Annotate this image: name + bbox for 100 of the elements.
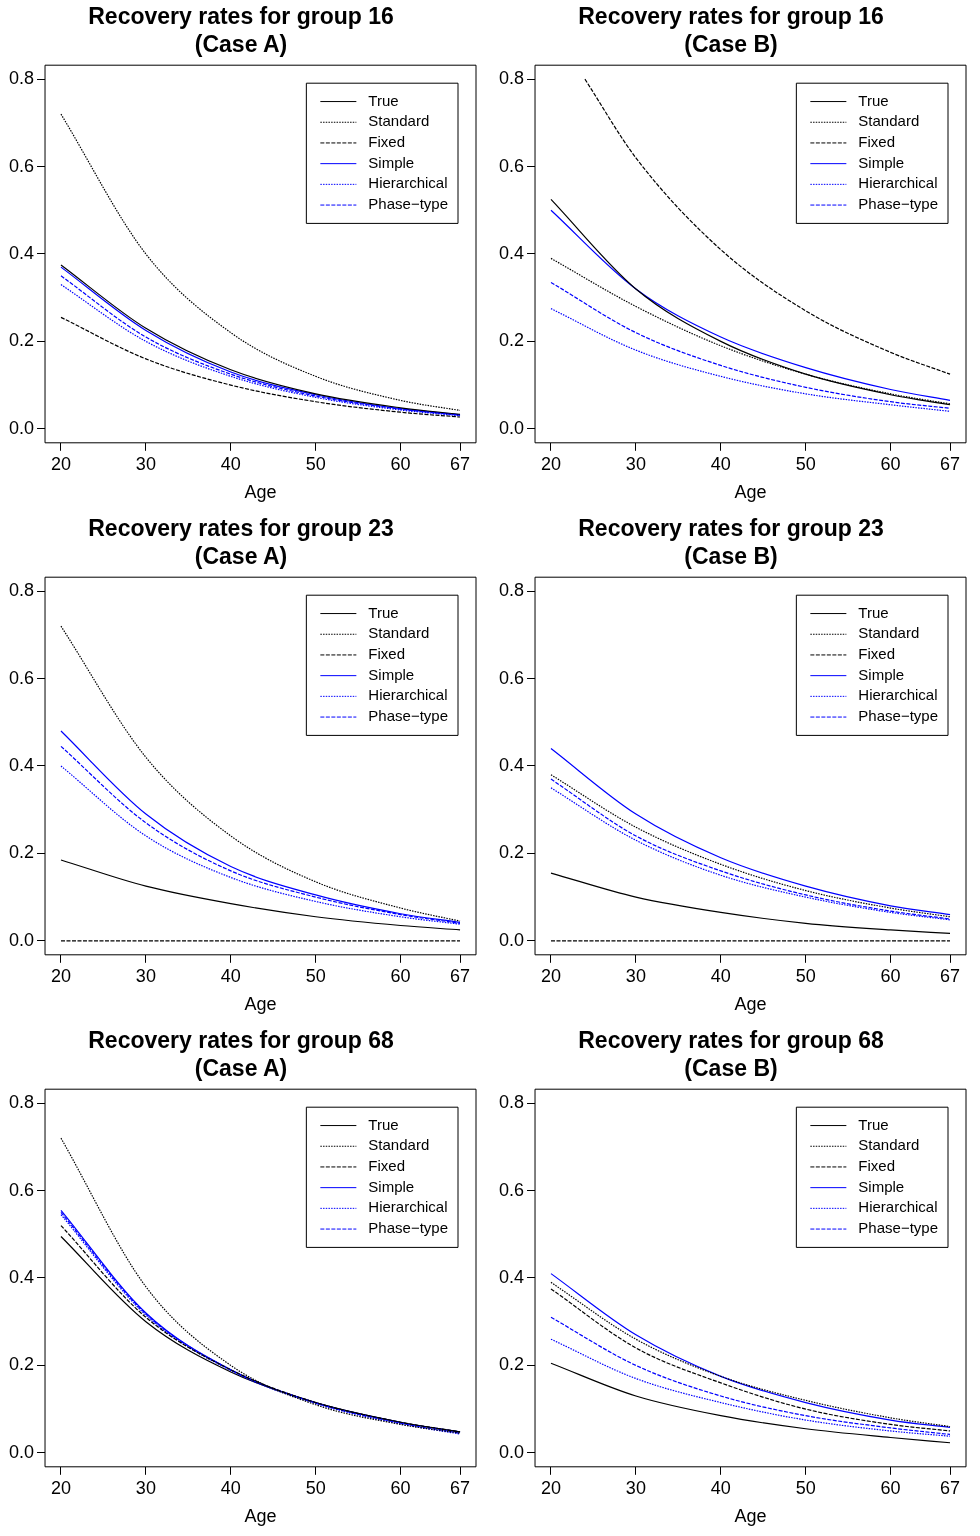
y-tick-label: 0.8 bbox=[8, 580, 35, 601]
y-tick-label: 0.4 bbox=[8, 754, 35, 775]
legend-label: Fixed bbox=[368, 645, 406, 663]
y-tick-label: 0.2 bbox=[498, 1354, 525, 1375]
y-tick-label: 0.4 bbox=[8, 1266, 35, 1287]
x-tick-label: 50 bbox=[305, 453, 326, 474]
legend-label: Simple bbox=[858, 153, 905, 171]
legend-label: Standard bbox=[858, 1136, 920, 1154]
legend-label: Hierarchical bbox=[858, 1198, 938, 1216]
legend-label: Simple bbox=[858, 665, 905, 683]
y-tick-label: 0.8 bbox=[498, 580, 525, 601]
chart-title: Recovery rates for group 16 (Case B) bbox=[578, 3, 884, 57]
legend-label: Fixed bbox=[368, 1157, 406, 1175]
chart-title: Recovery rates for group 68 (Case B) bbox=[578, 1027, 884, 1081]
legend-label: Hierarchical bbox=[368, 1198, 448, 1216]
legend-label: Simple bbox=[368, 153, 415, 171]
x-tick-label: 20 bbox=[50, 453, 71, 474]
y-tick-label: 0.2 bbox=[8, 330, 35, 351]
x-tick-label: 30 bbox=[135, 1477, 156, 1498]
x-tick-label: 50 bbox=[305, 965, 326, 986]
legend-label: Simple bbox=[858, 1177, 905, 1195]
legend-label: True bbox=[858, 91, 889, 109]
x-tick-label: 67 bbox=[450, 965, 471, 986]
x-tick-label: 20 bbox=[540, 965, 561, 986]
legend-label: Standard bbox=[858, 112, 920, 130]
x-tick-label: 20 bbox=[540, 453, 561, 474]
x-axis-title: Age bbox=[734, 482, 767, 503]
legend-label: Standard bbox=[368, 624, 430, 642]
x-axis-title: Age bbox=[734, 1506, 767, 1527]
x-tick-label: 67 bbox=[940, 453, 961, 474]
x-tick-label: 67 bbox=[940, 1477, 961, 1498]
legend-label: Simple bbox=[368, 665, 415, 683]
x-axis-title: Age bbox=[244, 994, 277, 1015]
y-tick-label: 0.8 bbox=[8, 1092, 35, 1113]
x-tick-label: 50 bbox=[795, 965, 816, 986]
y-tick-label: 0.6 bbox=[498, 1179, 525, 1200]
chart-title: Recovery rates for group 23 (Case B) bbox=[578, 515, 884, 569]
x-tick-label: 60 bbox=[880, 965, 901, 986]
legend-label: Simple bbox=[368, 1177, 415, 1195]
legend-label: Fixed bbox=[858, 645, 896, 663]
chart-title: Recovery rates for group 16 (Case A) bbox=[88, 3, 394, 57]
y-tick-label: 0.4 bbox=[8, 242, 35, 263]
y-tick-label: 0.2 bbox=[8, 842, 35, 863]
x-tick-label: 50 bbox=[305, 1477, 326, 1498]
y-tick-label: 0.0 bbox=[8, 417, 35, 438]
legend-label: Fixed bbox=[368, 133, 406, 151]
y-tick-label: 0.2 bbox=[498, 842, 525, 863]
y-tick-label: 0.6 bbox=[8, 667, 35, 688]
legend-label: Fixed bbox=[858, 133, 896, 151]
x-tick-label: 30 bbox=[625, 1477, 646, 1498]
legend-label: Hierarchical bbox=[368, 174, 448, 192]
x-tick-label: 50 bbox=[795, 453, 816, 474]
x-tick-label: 30 bbox=[625, 965, 646, 986]
legend-label: Phase−type bbox=[858, 707, 939, 725]
y-tick-label: 0.0 bbox=[498, 417, 525, 438]
y-tick-label: 0.8 bbox=[498, 1092, 525, 1113]
y-tick-label: 0.2 bbox=[8, 1354, 35, 1375]
y-tick-label: 0.4 bbox=[498, 242, 525, 263]
legend-label: Standard bbox=[368, 1136, 430, 1154]
y-tick-label: 0.6 bbox=[8, 155, 35, 176]
x-tick-label: 60 bbox=[390, 453, 411, 474]
chart-title: Recovery rates for group 23 (Case A) bbox=[88, 515, 394, 569]
x-tick-label: 40 bbox=[220, 453, 241, 474]
x-tick-label: 20 bbox=[50, 1477, 71, 1498]
y-tick-label: 0.8 bbox=[8, 68, 35, 89]
legend-label: Standard bbox=[858, 624, 920, 642]
legend-label: Standard bbox=[368, 112, 430, 130]
x-tick-label: 60 bbox=[390, 1477, 411, 1498]
x-tick-label: 67 bbox=[450, 1477, 471, 1498]
y-tick-label: 0.0 bbox=[498, 929, 525, 950]
y-tick-label: 0.6 bbox=[8, 1179, 35, 1200]
legend-label: Phase−type bbox=[858, 1219, 939, 1237]
legend-label: True bbox=[368, 91, 399, 109]
legend-label: Hierarchical bbox=[858, 686, 938, 704]
x-tick-label: 20 bbox=[50, 965, 71, 986]
chart-title: Recovery rates for group 68 (Case A) bbox=[88, 1027, 394, 1081]
x-tick-label: 60 bbox=[390, 965, 411, 986]
x-tick-label: 30 bbox=[135, 453, 156, 474]
y-tick-label: 0.6 bbox=[498, 155, 525, 176]
y-tick-label: 0.0 bbox=[8, 929, 35, 950]
x-tick-label: 50 bbox=[795, 1477, 816, 1498]
legend-label: Hierarchical bbox=[368, 686, 448, 704]
y-tick-label: 0.4 bbox=[498, 1266, 525, 1287]
x-tick-label: 30 bbox=[625, 453, 646, 474]
x-tick-label: 40 bbox=[220, 1477, 241, 1498]
legend-label: Phase−type bbox=[368, 707, 449, 725]
x-axis-title: Age bbox=[244, 482, 277, 503]
x-tick-label: 40 bbox=[220, 965, 241, 986]
y-tick-label: 0.0 bbox=[498, 1441, 525, 1462]
y-tick-label: 0.8 bbox=[498, 68, 525, 89]
x-tick-label: 30 bbox=[135, 965, 156, 986]
legend-label: Hierarchical bbox=[858, 174, 938, 192]
x-tick-label: 40 bbox=[710, 453, 731, 474]
legend-label: True bbox=[368, 1115, 399, 1133]
y-tick-label: 0.6 bbox=[498, 667, 525, 688]
legend-label: True bbox=[368, 603, 399, 621]
x-tick-label: 40 bbox=[710, 1477, 731, 1498]
y-tick-label: 0.2 bbox=[498, 330, 525, 351]
legend-label: Phase−type bbox=[368, 1219, 449, 1237]
legend-label: Phase−type bbox=[368, 195, 449, 213]
